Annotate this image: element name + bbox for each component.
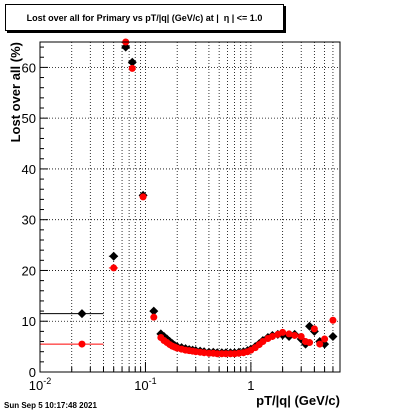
data-point-red — [310, 325, 318, 333]
y-tick-label: 20 — [22, 263, 36, 278]
data-point-black — [328, 331, 338, 341]
data-point-red — [268, 332, 276, 340]
data-point-red — [150, 313, 158, 321]
data-point-black — [149, 306, 159, 316]
y-axis-label: Lost over all (%) — [8, 42, 23, 142]
y-tick-label: 50 — [22, 111, 36, 126]
chart-title: Lost over all for Primary vs pT/|q| (GeV… — [26, 12, 263, 23]
y-tick-label: 10 — [22, 314, 36, 329]
errorbar-layer — [40, 41, 156, 345]
data-point-red — [110, 264, 118, 272]
grid-layer — [40, 42, 341, 372]
x-tick-label: 10-2 — [29, 376, 51, 393]
data-point-red — [321, 335, 329, 343]
timestamp: Sun Sep 5 10:17:48 2021 — [4, 401, 97, 410]
data-point-red — [291, 331, 299, 339]
data-point-black — [121, 42, 131, 52]
tick-layer — [39, 46, 341, 373]
data-point-black — [109, 251, 119, 261]
x-tick-label: 10-1 — [134, 376, 156, 393]
y-tick-label: 0 — [29, 365, 36, 380]
data-point-red — [316, 340, 324, 348]
data-point-black — [127, 57, 137, 67]
y-tick-label: 60 — [22, 60, 36, 75]
x-axis-label: pT/|q| (GeV/c) — [256, 393, 340, 408]
plot-frame — [39, 41, 341, 373]
data-point-red — [78, 340, 86, 348]
data-point-red — [329, 316, 337, 324]
data-point-black — [77, 309, 87, 319]
tick-label-layer: 0 10 20 30 40 50 60 10-2 10-1 1 — [22, 60, 255, 393]
chart-title-box: Lost over all for Primary vs pT/|q| (GeV… — [5, 4, 284, 31]
data-point-red — [297, 332, 305, 340]
marker-layer — [77, 38, 338, 358]
data-point-red — [306, 339, 314, 347]
data-point-red — [139, 193, 147, 201]
data-point-red — [128, 64, 136, 72]
x-tick-label: 1 — [247, 378, 254, 393]
y-tick-label: 40 — [22, 162, 36, 177]
data-point-red — [285, 330, 293, 338]
y-tick-label: 30 — [22, 213, 36, 228]
data-point-red — [279, 328, 287, 336]
